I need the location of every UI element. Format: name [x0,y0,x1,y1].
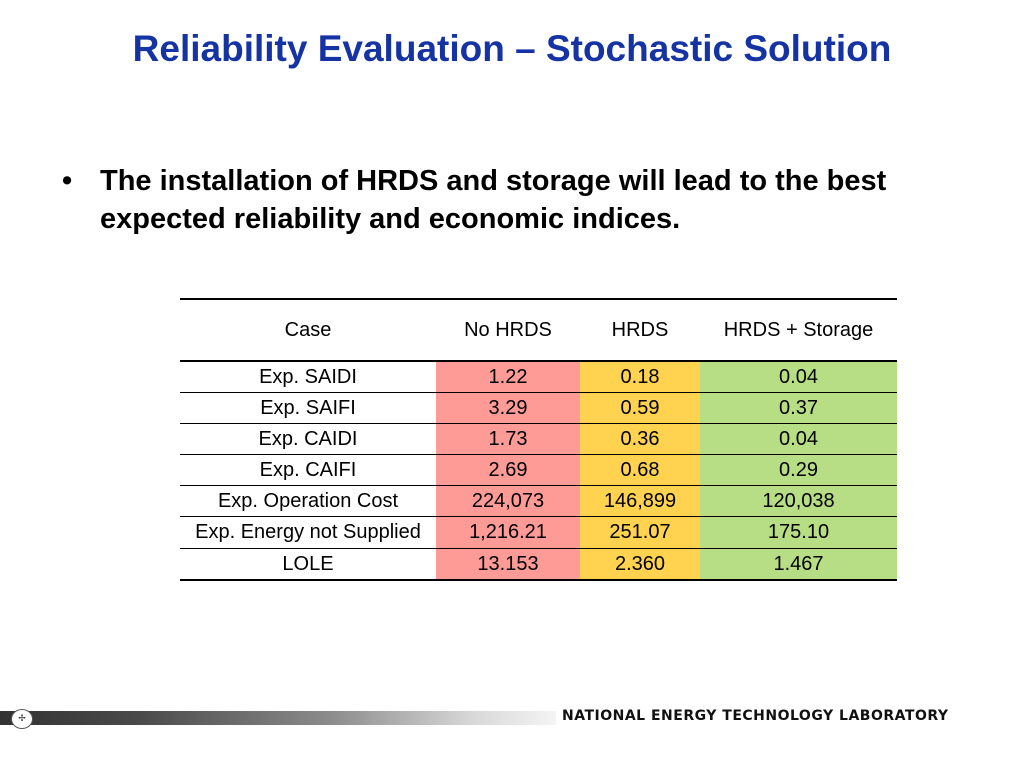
table-row: Exp. SAIDI 1.22 0.18 0.04 [180,361,897,393]
row-case: LOLE [180,548,436,580]
bullet-point: • The installation of HRDS and storage w… [62,162,962,238]
row-case: Exp. Energy not Supplied [180,516,436,549]
table-row: LOLE 13.153 2.360 1.467 [180,548,897,580]
table-row: Exp. CAIDI 1.73 0.36 0.04 [180,423,897,455]
header-hrds: HRDS [580,299,700,361]
cell-no-hrds: 13.153 [436,548,580,580]
cell-no-hrds: 224,073 [436,485,580,517]
cell-no-hrds: 1.22 [436,361,580,393]
cell-hrds-storage: 0.04 [700,361,897,393]
results-table: Case No HRDS HRDS HRDS + Storage Exp. SA… [180,298,897,581]
row-case: Exp. Operation Cost [180,485,436,517]
header-case: Case [180,299,436,361]
netl-logo-icon: ✢ [11,709,33,729]
cell-hrds: 0.68 [580,454,700,486]
header-hrds-storage: HRDS + Storage [700,299,897,361]
cell-hrds-storage: 175.10 [700,516,897,549]
cell-no-hrds: 3.29 [436,392,580,424]
table-row: Exp. SAIFI 3.29 0.59 0.37 [180,392,897,424]
cell-hrds-storage: 0.37 [700,392,897,424]
slide-title: Reliability Evaluation – Stochastic Solu… [132,28,892,69]
bullet-text: The installation of HRDS and storage wil… [100,165,887,235]
table-header-row: Case No HRDS HRDS HRDS + Storage [180,299,897,361]
footer-gradient-bar [0,711,556,725]
cell-hrds: 0.18 [580,361,700,393]
cell-hrds: 251.07 [580,516,700,549]
cell-hrds: 146,899 [580,485,700,517]
cell-hrds-storage: 0.04 [700,423,897,455]
table-row: Exp. Operation Cost 224,073 146,899 120,… [180,485,897,517]
row-case: Exp. CAIFI [180,454,436,486]
cell-hrds-storage: 1.467 [700,548,897,580]
cell-hrds: 2.360 [580,548,700,580]
cell-hrds: 0.59 [580,392,700,424]
cell-no-hrds: 1.73 [436,423,580,455]
cell-no-hrds: 2.69 [436,454,580,486]
table-row: Exp. Energy not Supplied 1,216.21 251.07… [180,516,897,549]
table-row: Exp. CAIFI 2.69 0.68 0.29 [180,454,897,486]
row-case: Exp. SAIDI [180,361,436,393]
footer-lab-name: NATIONAL ENERGY TECHNOLOGY LABORATORY [562,708,949,724]
header-no-hrds: No HRDS [436,299,580,361]
cell-no-hrds: 1,216.21 [436,516,580,549]
cell-hrds-storage: 120,038 [700,485,897,517]
row-case: Exp. SAIFI [180,392,436,424]
bullet-icon: • [62,165,73,197]
cell-hrds: 0.36 [580,423,700,455]
row-case: Exp. CAIDI [180,423,436,455]
cell-hrds-storage: 0.29 [700,454,897,486]
